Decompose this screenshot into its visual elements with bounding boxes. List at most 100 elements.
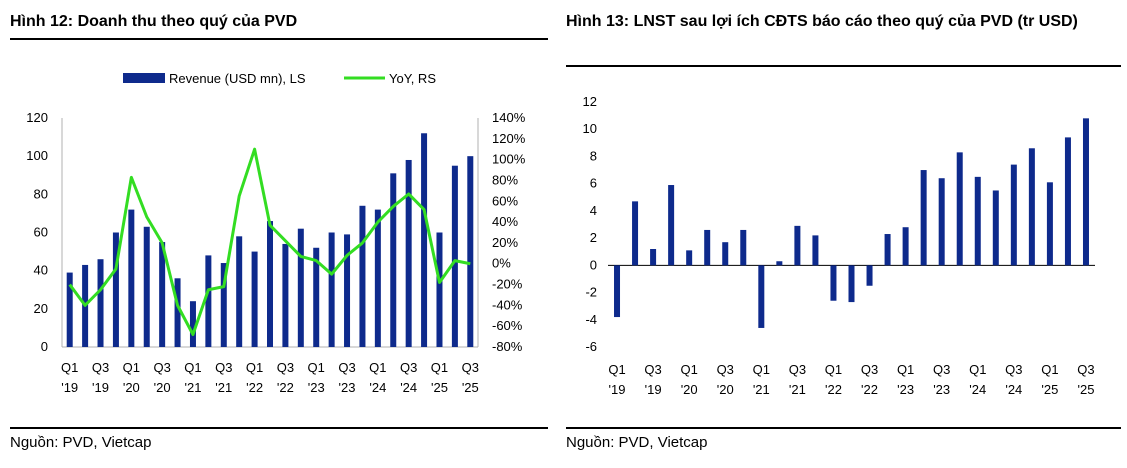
profit-x-tick-label: '24 xyxy=(1005,382,1022,397)
revenue-bar xyxy=(328,232,335,347)
profit-bar xyxy=(884,234,891,266)
x-tick-label: Q1 xyxy=(61,360,78,375)
revenue-bar xyxy=(267,221,273,347)
revenue-bar xyxy=(112,232,119,347)
profit-bar xyxy=(704,229,711,266)
right-y-tick-label: 100% xyxy=(492,152,526,167)
revenue-bar xyxy=(451,165,458,347)
x-tick-label: Q3 xyxy=(400,360,417,375)
revenue-bar xyxy=(344,234,351,347)
profit-x-tick-label: Q3 xyxy=(861,362,878,377)
profit-bar xyxy=(722,242,729,266)
right-y-tick-label: -80% xyxy=(492,339,523,354)
profit-x-tick-label: '22 xyxy=(861,382,878,397)
revenue-bar xyxy=(421,133,428,347)
profit-x-tick-label: '20 xyxy=(681,382,698,397)
revenue-chart-title: Hình 12: Doanh thu theo quý của PVD xyxy=(10,13,298,30)
profit-chart-panel: Hình 13: LNST sau lợi ích CĐTS báo cáo t… xyxy=(564,0,1127,468)
x-tick-label: '19 xyxy=(61,380,78,395)
profit-x-tick-label: '25 xyxy=(1041,382,1058,397)
right-y-tick-label: -40% xyxy=(492,297,523,312)
profit-x-tick-label: Q3 xyxy=(644,362,661,377)
legend-yoy-label: YoY, RS xyxy=(389,71,436,86)
revenue-bar xyxy=(282,243,289,347)
profit-x-tick-label: '23 xyxy=(933,382,950,397)
profit-x-tick-label: Q3 xyxy=(933,362,950,377)
profit-source-rule xyxy=(566,427,1121,429)
yoy-line xyxy=(68,147,471,337)
profit-bar xyxy=(866,265,873,286)
x-tick-label: '25 xyxy=(462,380,479,395)
profit-x-tick-label: '24 xyxy=(969,382,986,397)
legend-revenue-label: Revenue (USD mn), LS xyxy=(169,71,306,86)
x-tick-label: '24 xyxy=(400,380,417,395)
x-tick-label: Q1 xyxy=(246,360,263,375)
profit-bar xyxy=(920,170,927,266)
profit-bar xyxy=(974,176,981,266)
profit-x-tick-label: '21 xyxy=(789,382,806,397)
profit-x-tick-label: Q1 xyxy=(753,362,770,377)
profit-bar xyxy=(776,261,783,266)
revenue-bar xyxy=(236,236,243,347)
revenue-bar xyxy=(189,301,196,347)
profit-x-tick-label: '22 xyxy=(825,382,842,397)
profit-bar xyxy=(686,250,693,266)
x-tick-label: '24 xyxy=(369,380,386,395)
revenue-bar xyxy=(374,209,381,347)
right-y-tick-label: 20% xyxy=(492,235,518,250)
right-y-tick-label: 40% xyxy=(492,214,518,229)
profit-source: Nguồn: PVD, Vietcap xyxy=(566,434,708,451)
revenue-bar xyxy=(467,156,474,347)
profit-axes: -6 -4 -2 0 2 4 6 8 10 12 Q1 '19 Q3 '19 Q1 '20 Q3 '20 Q1 '21… xyxy=(583,94,1095,397)
profit-y-tick-label: 8 xyxy=(590,148,597,163)
profit-x-tick-label: Q3 xyxy=(1077,362,1094,377)
revenue-bar xyxy=(66,272,73,347)
profit-bar xyxy=(848,265,855,303)
profit-x-tick-label: Q1 xyxy=(969,362,986,377)
right-y-tick-label: 140% xyxy=(492,110,526,125)
profit-bar xyxy=(1010,164,1017,266)
x-tick-label: Q3 xyxy=(215,360,232,375)
x-tick-label: Q1 xyxy=(308,360,325,375)
x-tick-label: '23 xyxy=(339,380,356,395)
x-tick-label: Q1 xyxy=(431,360,448,375)
profit-y-tick-label: -4 xyxy=(585,312,597,327)
profit-x-tick-label: Q1 xyxy=(608,362,625,377)
revenue-bar xyxy=(251,251,258,347)
left-y-tick-label: 40 xyxy=(34,263,48,278)
profit-bar xyxy=(956,152,963,266)
right-y-tick-label: 0% xyxy=(492,256,511,271)
x-tick-label: '21 xyxy=(215,380,232,395)
profit-y-tick-label: 10 xyxy=(583,121,597,136)
revenue-bar xyxy=(220,263,227,347)
revenue-source: Nguồn: PVD, Vietcap xyxy=(10,434,152,451)
revenue-bar xyxy=(297,228,304,347)
left-y-tick-label: 60 xyxy=(34,225,48,240)
x-tick-label: Q3 xyxy=(92,360,109,375)
right-y-tick-label: 80% xyxy=(492,172,518,187)
x-tick-label: '23 xyxy=(308,380,325,395)
revenue-source-rule xyxy=(10,427,548,429)
profit-bar xyxy=(758,265,765,328)
profit-bar xyxy=(650,249,657,266)
profit-title-rule xyxy=(566,65,1121,67)
right-y-tick-label: -60% xyxy=(492,318,523,333)
x-tick-label: '21 xyxy=(184,380,201,395)
profit-x-tick-label: '20 xyxy=(717,382,734,397)
profit-y-tick-label: -6 xyxy=(585,339,597,354)
profit-bar xyxy=(902,227,909,266)
profit-bars xyxy=(614,118,1089,328)
profit-y-tick-label: 0 xyxy=(590,257,597,272)
profit-y-tick-label: 2 xyxy=(590,230,597,245)
x-tick-label: Q3 xyxy=(277,360,294,375)
profit-x-tick-label: Q1 xyxy=(897,362,914,377)
revenue-bar xyxy=(313,247,320,347)
profit-y-tick-label: -2 xyxy=(585,285,597,300)
x-tick-label: Q1 xyxy=(369,360,386,375)
profit-x-tick-label: Q1 xyxy=(680,362,697,377)
profit-x-tick-label: Q1 xyxy=(1041,362,1058,377)
profit-x-tick-label: '19 xyxy=(609,382,626,397)
profit-bar xyxy=(1064,137,1071,266)
x-tick-label: Q3 xyxy=(338,360,355,375)
revenue-chart-panel: Hình 12: Doanh thu theo quý của PVD Reve… xyxy=(0,0,548,468)
